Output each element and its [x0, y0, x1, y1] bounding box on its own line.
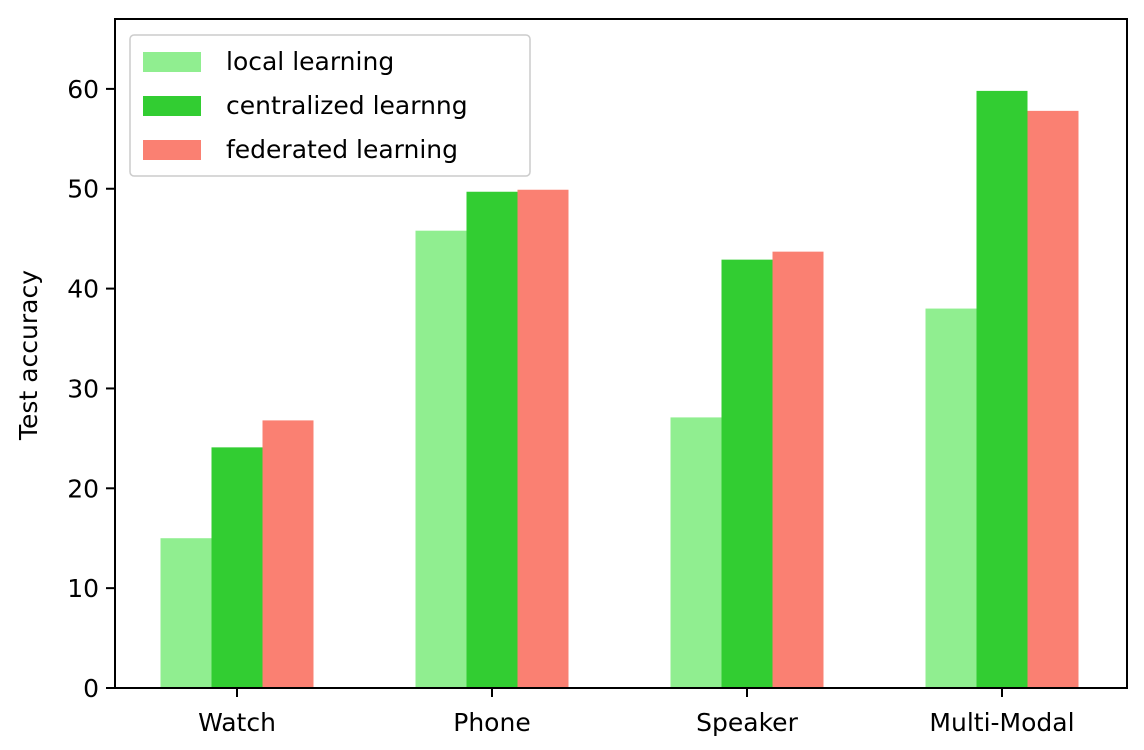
bar-centralized-learnng-watch: [211, 447, 263, 688]
bar-local-learning-speaker: [670, 417, 722, 688]
legend-label-federated-learning: federated learning: [226, 135, 458, 164]
bar-local-learning-phone: [415, 230, 467, 688]
y-tick-label: 30: [67, 374, 99, 403]
y-tick-label: 40: [67, 275, 99, 304]
y-tick-label: 60: [67, 75, 99, 104]
bar-federated-learning-phone: [517, 189, 569, 688]
legend-swatch-centralized-learnng: [143, 96, 201, 116]
x-axis: Watch Phone Speaker Multi-Modal: [198, 688, 1075, 737]
legend-swatch-local-learning: [143, 52, 201, 72]
bar-federated-learning-multi-modal: [1027, 110, 1079, 689]
y-axis: 0 10 20 30 40 50 60: [67, 75, 115, 703]
x-tick-label-phone: Phone: [453, 708, 530, 737]
x-tick-label-multi-modal: Multi-Modal: [929, 708, 1074, 737]
bar-federated-learning-watch: [262, 420, 314, 688]
y-tick-label: 50: [67, 175, 99, 204]
legend-label-local-learning: local learning: [226, 47, 394, 76]
x-tick-label-speaker: Speaker: [696, 708, 798, 737]
legend-label-centralized-learnng: centralized learnng: [226, 91, 468, 120]
bar-local-learning-multi-modal: [925, 308, 977, 688]
legend: local learning centralized learnng federat…: [129, 34, 531, 177]
bar-centralized-learnng-phone: [466, 191, 518, 688]
y-axis-label: Test accuracy: [14, 270, 43, 441]
x-tick-label-watch: Watch: [198, 708, 276, 737]
bar-local-learning-watch: [160, 538, 212, 688]
bar-centralized-learnng-multi-modal: [976, 90, 1028, 689]
y-tick-label: 0: [83, 674, 99, 703]
bars-group: [160, 90, 1079, 689]
bar-centralized-learnng-speaker: [721, 259, 773, 688]
legend-swatch-federated-learning: [143, 140, 201, 160]
legend-box: [129, 34, 531, 177]
y-tick-label: 10: [67, 574, 99, 603]
plot-frame: [114, 18, 1128, 689]
y-tick-label: 20: [67, 474, 99, 503]
bar-federated-learning-speaker: [772, 251, 824, 689]
